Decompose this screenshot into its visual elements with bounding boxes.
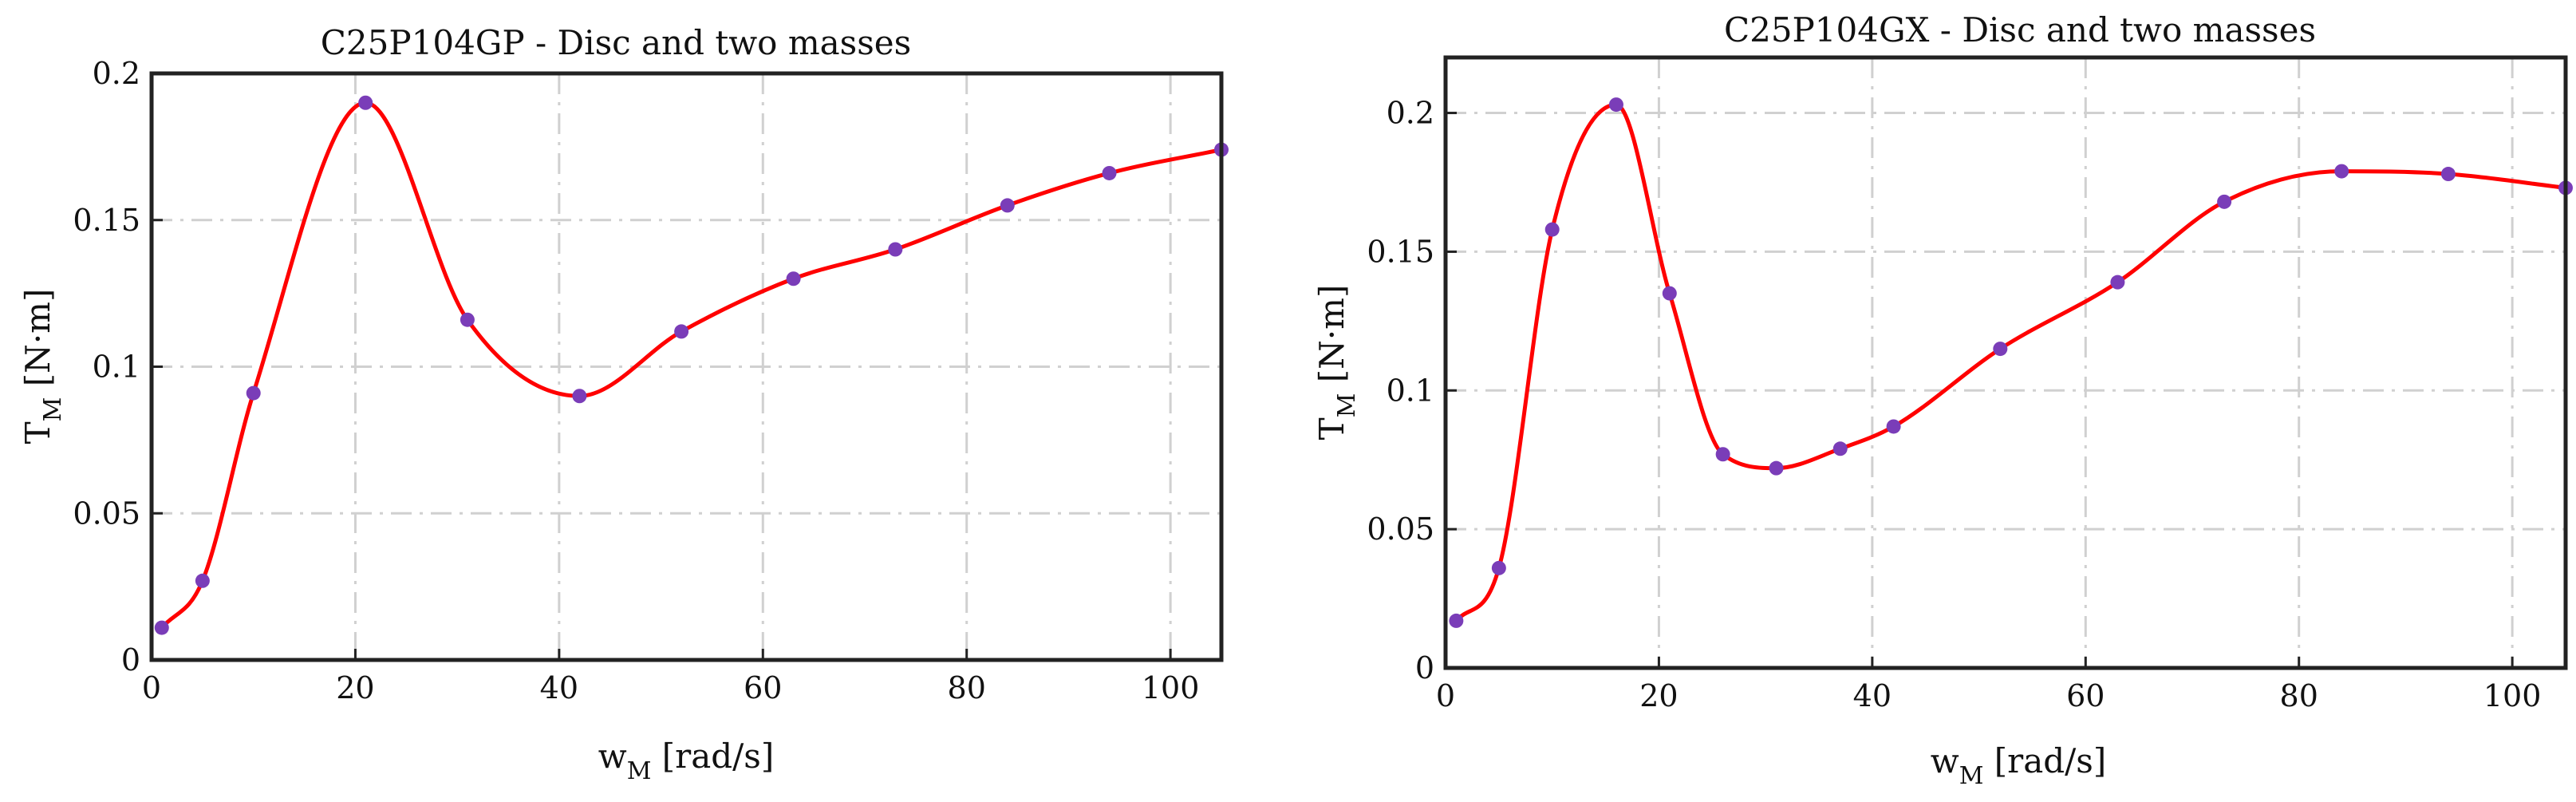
x-axis-label-main: w: [1931, 741, 1959, 780]
series-line: [1454, 102, 2568, 623]
data-point: [2334, 164, 2349, 179]
grid-lines: [152, 72, 1221, 660]
y-tick-label: 0.15: [1367, 234, 1434, 269]
y-tick-label: 0.1: [1387, 373, 1434, 408]
data-point: [2110, 275, 2125, 290]
data-point: [195, 573, 210, 588]
data-point: [1544, 222, 1560, 237]
x-axis-label-unit: [rad/s]: [651, 737, 774, 776]
y-axis-label: TM [N·m]: [18, 289, 67, 444]
grid-lines: [1446, 57, 2566, 668]
x-tick-label: 40: [1853, 678, 1892, 713]
data-point: [1715, 447, 1730, 462]
chart-title: C25P104GP - Disc and two masses: [321, 23, 911, 62]
data-point: [1886, 419, 1901, 434]
data-point: [572, 389, 587, 404]
data-point: [154, 620, 169, 635]
y-axis-label-unit: [N·m]: [18, 289, 57, 397]
chart-right: C25P104GX - Disc and two masses 0 20 40 60 8…: [1312, 10, 2573, 790]
x-tick-label: 60: [744, 670, 782, 705]
y-tick-label: 0.1: [93, 350, 140, 385]
x-tick-label: 100: [2483, 678, 2542, 713]
chart-left: C25P104GP - Disc and two masses 0 20 40 60 8…: [18, 23, 1229, 785]
x-axis-label: wM [rad/s]: [598, 737, 775, 785]
y-tick-label: 0.2: [1387, 96, 1434, 131]
axis-ticks: 0 20 40 60 80 100 0 0.05 0.1 0.15 0.2: [73, 56, 1199, 705]
x-tick-label: 20: [1639, 678, 1678, 713]
data-series: [154, 95, 1229, 635]
data-point: [2440, 167, 2456, 182]
y-tick-label: 0: [121, 642, 140, 678]
data-point: [1993, 342, 2008, 357]
data-point: [2217, 194, 2232, 209]
y-axis-label-main: T: [1312, 417, 1351, 440]
x-tick-label: 0: [1436, 678, 1455, 713]
x-axis-label-main: w: [598, 737, 627, 776]
data-point: [674, 324, 689, 339]
data-point: [888, 242, 903, 257]
data-point: [1102, 165, 1117, 180]
y-tick-label: 0.05: [73, 496, 140, 531]
x-tick-label: 60: [2066, 678, 2105, 713]
data-series: [1449, 97, 2573, 628]
y-tick-label: 0.05: [1367, 512, 1434, 547]
x-axis-label: wM [rad/s]: [1931, 741, 2107, 790]
x-tick-label: 0: [142, 670, 161, 705]
data-point: [1662, 286, 1677, 301]
data-point: [1769, 460, 1784, 476]
data-point: [1608, 97, 1623, 113]
data-point: [246, 385, 261, 401]
chart-title: C25P104GX - Disc and two masses: [1724, 10, 2316, 49]
y-axis-label-main: T: [18, 421, 57, 444]
x-tick-label: 80: [2280, 678, 2318, 713]
x-axis-label-subscript: M: [1959, 762, 1984, 790]
x-tick-label: 40: [540, 670, 578, 705]
data-point: [1000, 198, 1015, 213]
y-axis-label: TM [N·m]: [1312, 285, 1361, 441]
x-tick-label: 20: [336, 670, 374, 705]
data-point: [786, 271, 801, 286]
x-axis-label-unit: [rad/s]: [1983, 741, 2106, 780]
x-tick-label: 80: [948, 670, 986, 705]
y-tick-label: 0.2: [93, 56, 140, 91]
data-point: [1491, 560, 1506, 575]
y-axis-label-subscript: M: [39, 397, 67, 422]
plot-frame: [1443, 55, 2568, 670]
data-point: [460, 312, 475, 327]
y-axis-label-unit: [N·m]: [1312, 285, 1351, 393]
data-point: [358, 95, 373, 110]
y-axis-label-subscript: M: [1333, 393, 1361, 418]
data-point: [1449, 613, 1464, 628]
series-line: [160, 101, 1224, 630]
x-axis-label-subscript: M: [627, 757, 652, 785]
y-tick-label: 0: [1415, 650, 1434, 685]
x-tick-label: 100: [1142, 670, 1200, 705]
axis-ticks: 0 20 40 60 80 100 0 0.05 0.1 0.15 0.2: [1367, 96, 2541, 713]
data-point: [1832, 441, 1848, 456]
y-tick-label: 0.15: [73, 203, 140, 238]
